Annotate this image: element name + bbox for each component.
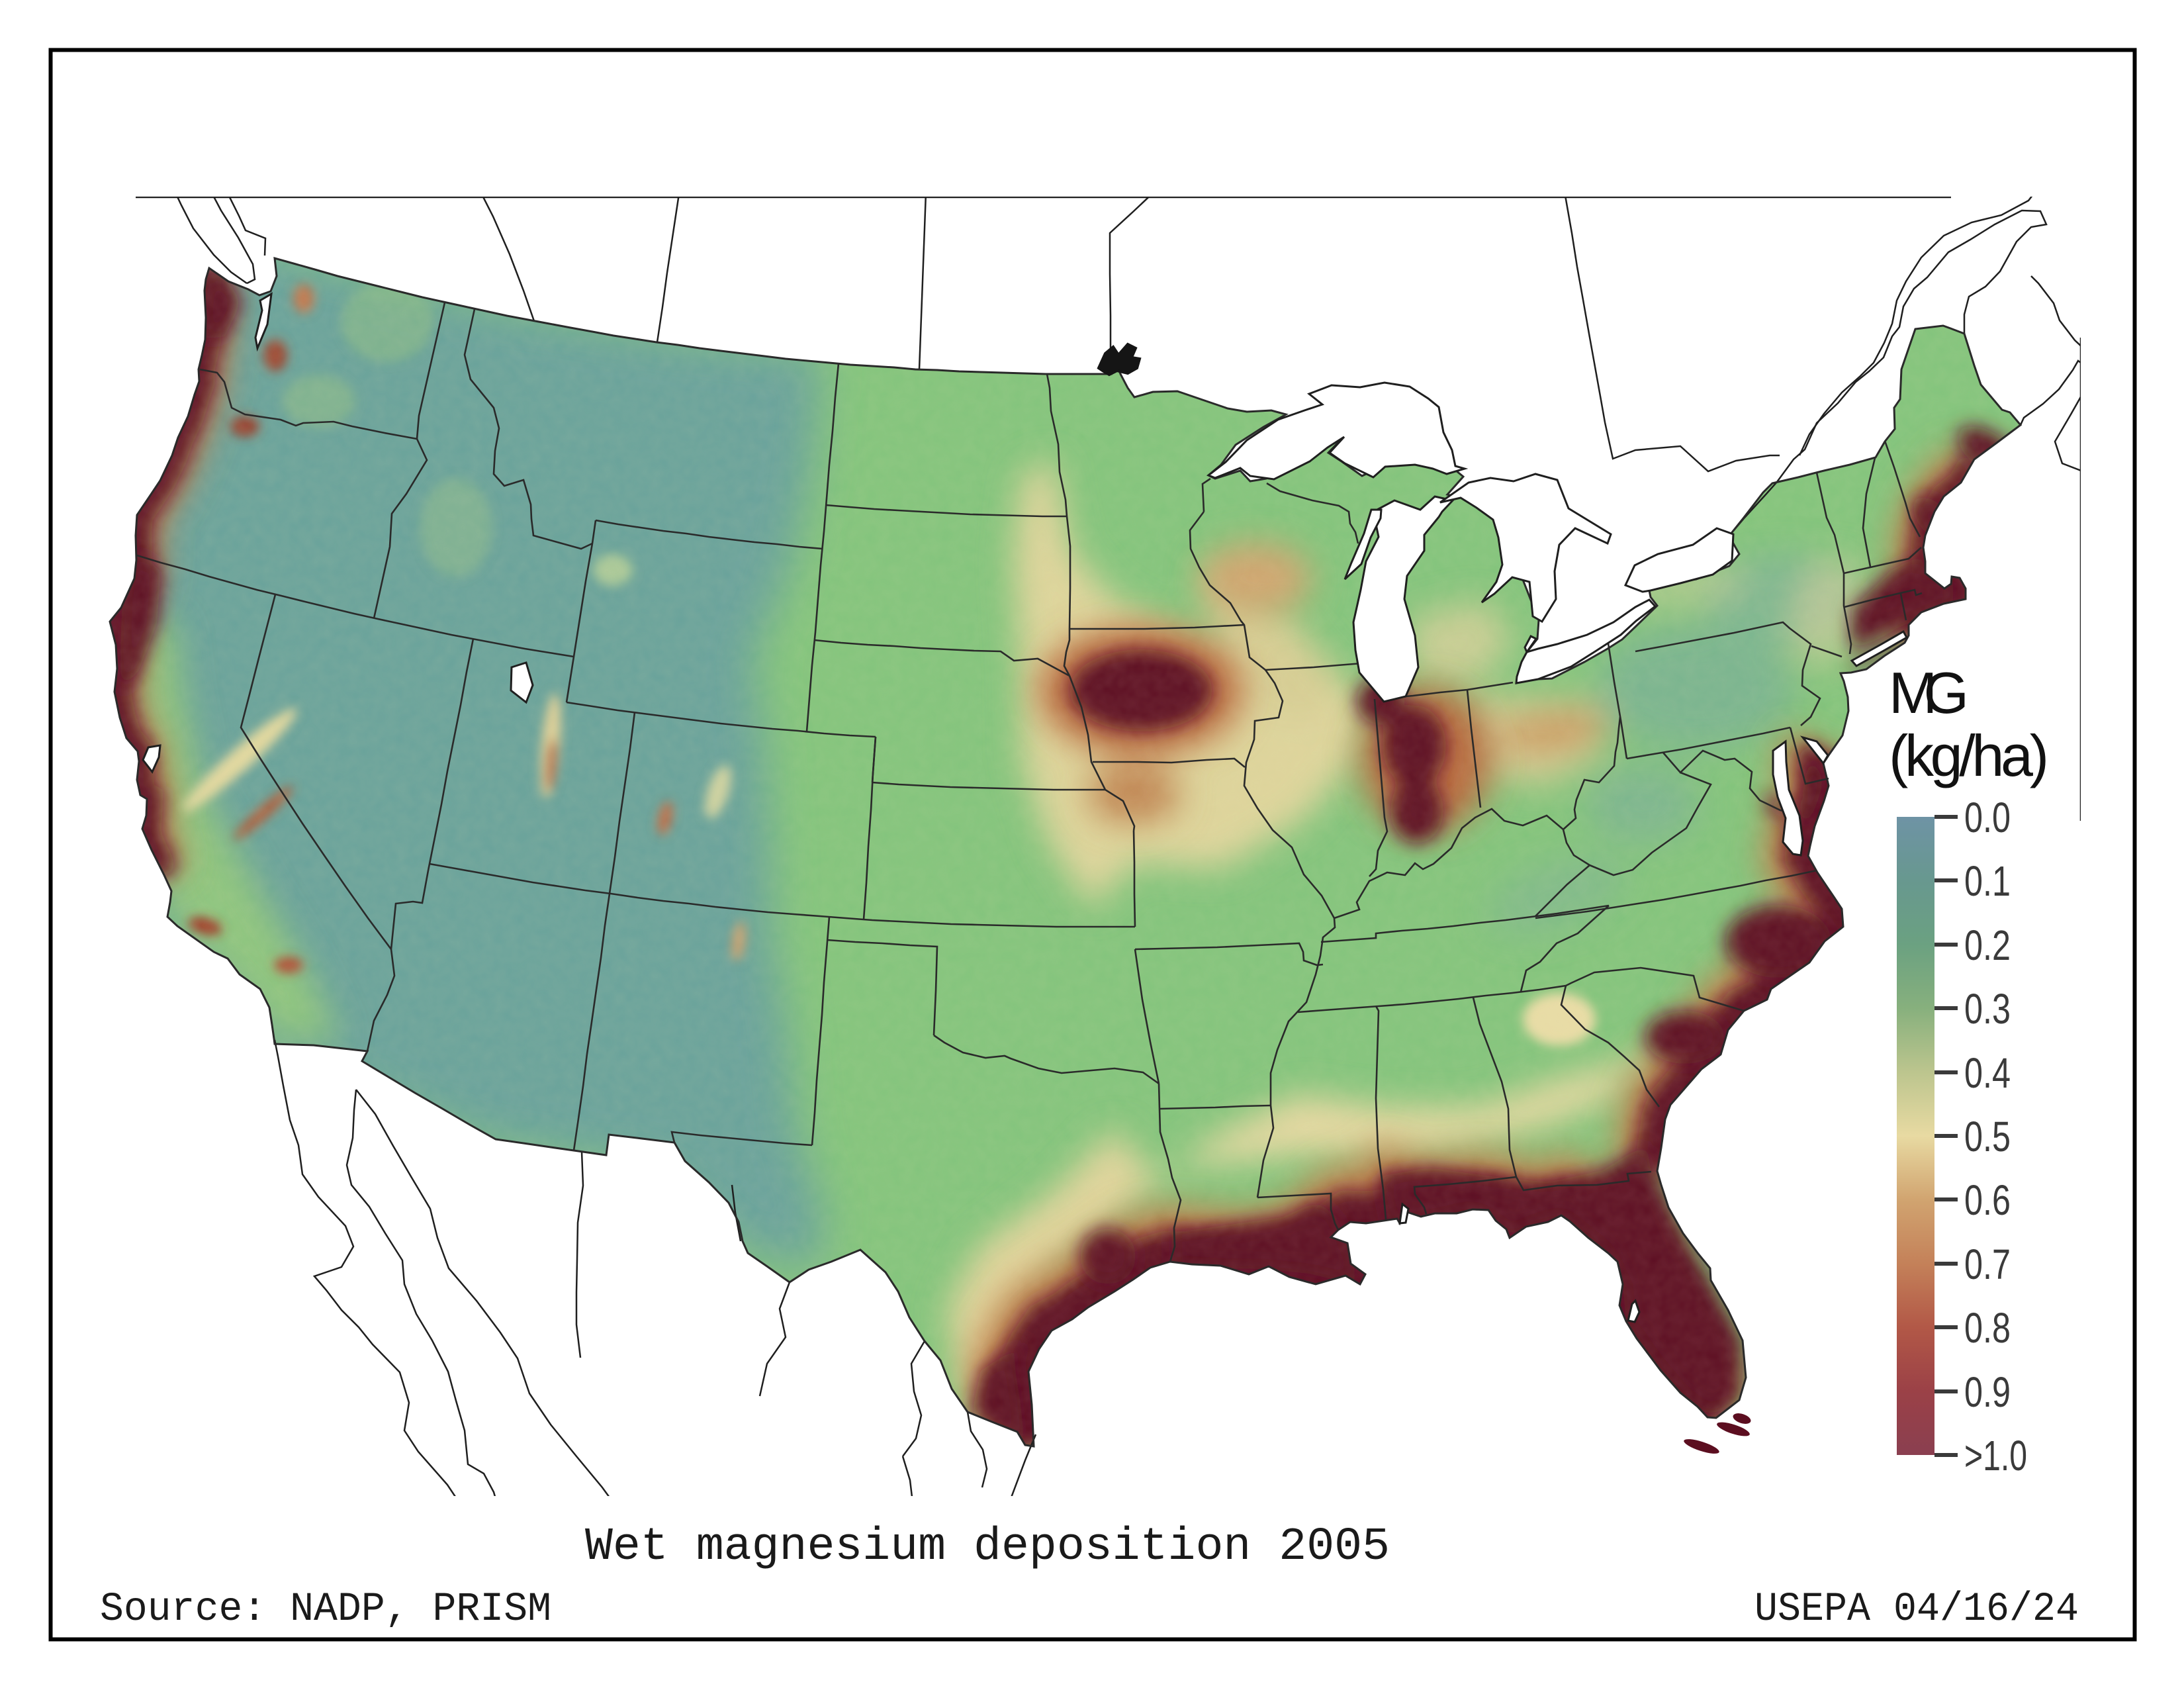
svg-text:0.4: 0.4	[1964, 1049, 2011, 1097]
svg-text:(kg/ha): (kg/ha)	[1889, 723, 2049, 788]
svg-text:0.3: 0.3	[1964, 985, 2011, 1033]
svg-text:MG: MG	[1889, 660, 1969, 726]
svg-text:Wet magnesium deposition 2005: Wet magnesium deposition 2005	[585, 1521, 1390, 1573]
svg-text:0.1: 0.1	[1964, 857, 2011, 905]
svg-text:0.7: 0.7	[1964, 1241, 2011, 1288]
svg-text:0.8: 0.8	[1964, 1304, 2011, 1352]
svg-text:USEPA 04/16/24: USEPA 04/16/24	[1754, 1587, 2079, 1632]
svg-text:Source: NADP, PRISM: Source: NADP, PRISM	[100, 1587, 551, 1632]
svg-text:0.6: 0.6	[1964, 1176, 2011, 1224]
svg-text:>1.0: >1.0	[1964, 1432, 2027, 1479]
svg-text:0.0: 0.0	[1964, 794, 2011, 841]
svg-text:0.2: 0.2	[1964, 921, 2011, 969]
svg-text:0.5: 0.5	[1964, 1113, 2011, 1160]
svg-text:0.9: 0.9	[1964, 1368, 2011, 1416]
